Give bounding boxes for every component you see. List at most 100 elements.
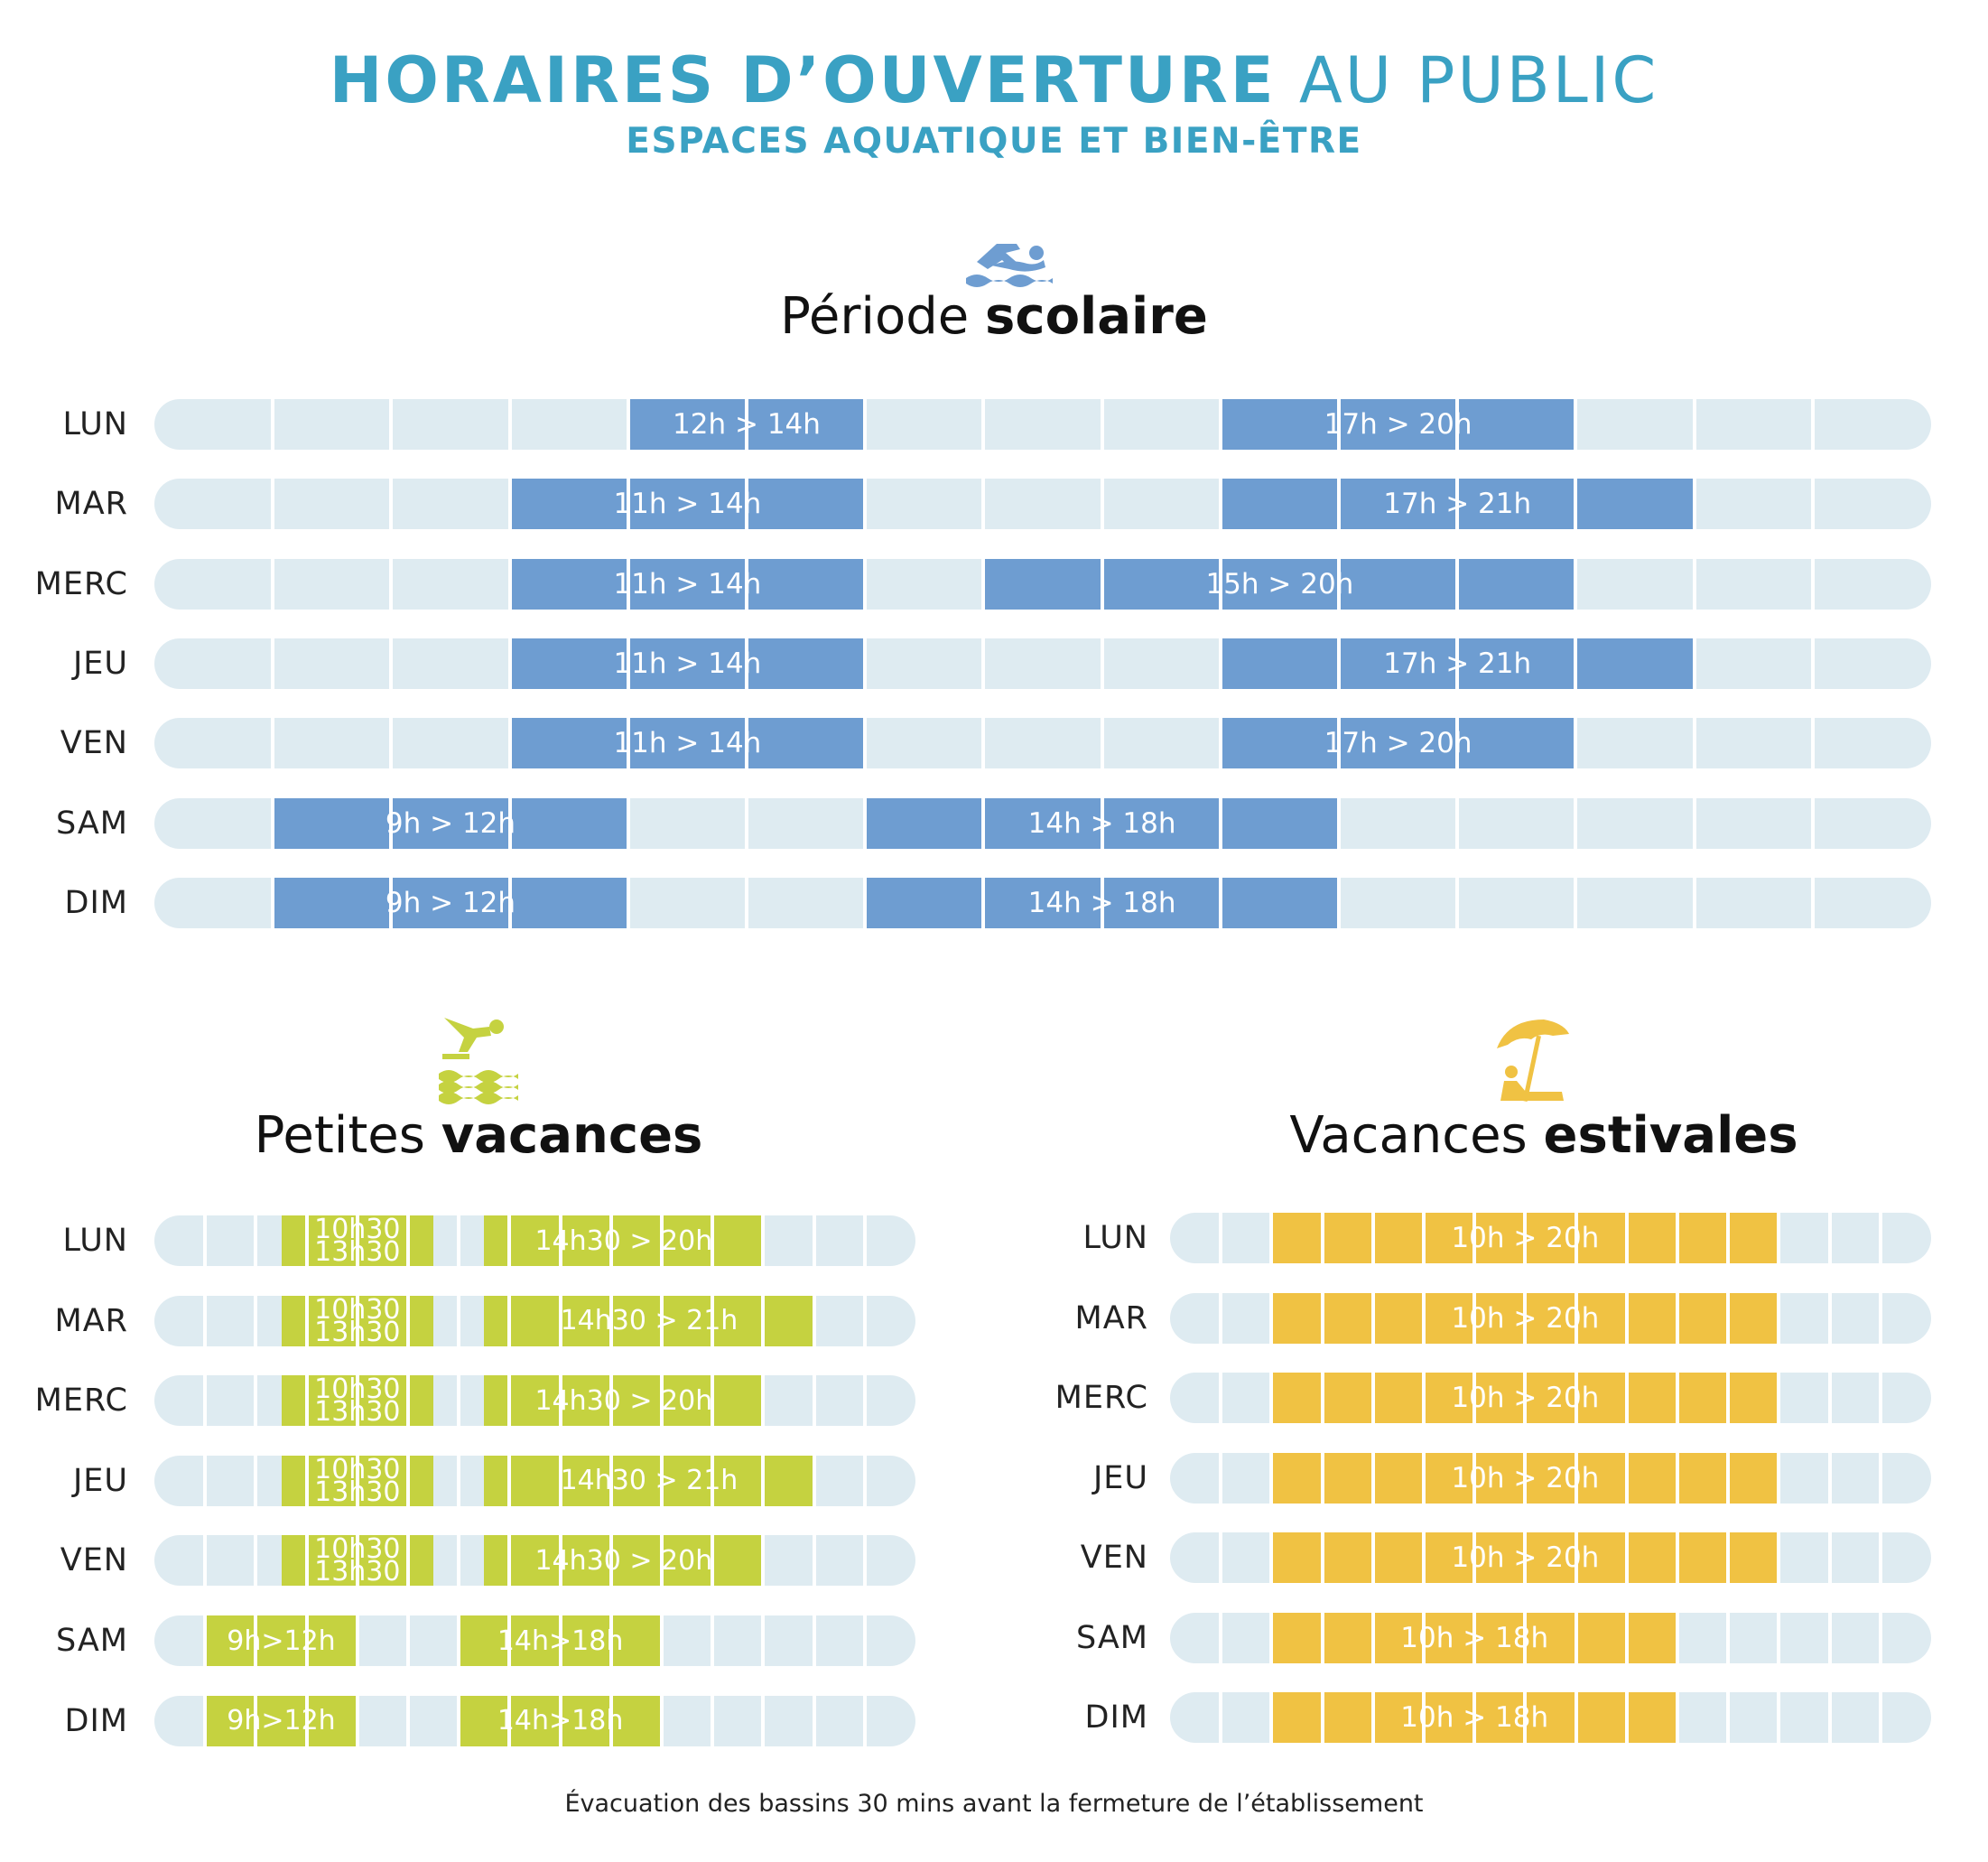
hour-divider <box>863 638 868 689</box>
hour-divider <box>406 1295 410 1346</box>
hour-divider <box>1574 479 1578 530</box>
hour-divider <box>812 1535 816 1587</box>
hour-divider <box>711 1375 715 1427</box>
hour-divider <box>558 1455 562 1506</box>
hour-divider <box>1624 1213 1629 1263</box>
hour-divider <box>507 638 512 689</box>
hour-divider <box>761 1215 766 1266</box>
hour-divider <box>660 1615 664 1666</box>
hour-divider <box>745 877 748 928</box>
hour-divider <box>761 1615 766 1666</box>
hour-divider <box>1777 1292 1781 1344</box>
hour-divider <box>862 1375 867 1427</box>
hour-divider <box>812 1375 816 1427</box>
hour-divider <box>507 1535 512 1587</box>
section-title-estivales: Vacances estivales <box>1289 1106 1798 1165</box>
hour-divider <box>271 479 275 530</box>
hour-divider <box>457 1375 461 1427</box>
footnote: Évacuation des bassins 30 mins avant la … <box>564 1790 1424 1818</box>
day-label-ven: VEN <box>60 1542 128 1579</box>
hour-divider <box>1810 638 1815 689</box>
hour-divider <box>745 638 748 689</box>
hour-divider <box>1422 1612 1426 1663</box>
hour-divider <box>271 877 275 928</box>
section-title-petites: Petites vacances <box>254 1106 703 1165</box>
hour-divider <box>558 1615 562 1666</box>
hour-divider <box>1320 1692 1324 1743</box>
hour-divider <box>1676 1213 1679 1263</box>
hour-divider <box>1810 797 1815 849</box>
hour-divider <box>745 797 748 849</box>
day-label-lun: LUN <box>62 406 128 442</box>
hour-divider <box>711 1615 715 1666</box>
hour-divider <box>507 479 512 530</box>
time-slot: 14h30 > 21h <box>484 1295 814 1346</box>
hour-divider <box>1472 1612 1477 1663</box>
hour-divider <box>457 1615 461 1666</box>
day-label-lun: LUN <box>62 1223 128 1259</box>
hour-divider <box>1218 558 1222 610</box>
hour-divider <box>1777 1612 1781 1663</box>
hour-divider <box>1692 558 1696 610</box>
day-track: 10h3013h3014h30 > 21h <box>154 1295 915 1346</box>
hour-divider <box>981 877 986 928</box>
hour-divider <box>711 1695 715 1746</box>
hour-divider <box>1218 399 1222 450</box>
hour-divider <box>389 877 394 928</box>
hour-divider <box>660 1695 664 1746</box>
hour-divider <box>626 797 630 849</box>
time-slot: 9h > 12h <box>273 877 628 928</box>
time-slot: 17h > 20h <box>1220 399 1576 450</box>
hour-divider <box>1219 1692 1223 1743</box>
hour-divider <box>254 1215 258 1266</box>
hour-divider <box>1777 1373 1781 1423</box>
hour-divider <box>1370 1373 1375 1423</box>
hour-divider <box>1218 479 1222 530</box>
hour-divider <box>1422 1452 1426 1504</box>
hour-divider <box>1219 1532 1223 1583</box>
hour-divider <box>711 1215 715 1266</box>
hour-divider <box>1218 797 1222 849</box>
hour-divider <box>1100 399 1104 450</box>
day-track: 11h > 14h 15h > 20h <box>154 558 1931 610</box>
hour-divider <box>1777 1692 1781 1743</box>
hour-divider <box>1320 1373 1324 1423</box>
day-label-sam: SAM <box>1075 1619 1148 1656</box>
hour-divider <box>981 479 986 530</box>
hour-divider <box>457 1295 461 1346</box>
time-slot: 11h > 14h <box>509 638 866 689</box>
hour-divider <box>355 1295 359 1346</box>
hour-divider <box>355 1615 359 1666</box>
hour-divider <box>1337 718 1341 769</box>
hour-divider <box>406 1695 410 1746</box>
hour-divider <box>507 877 512 928</box>
hour-divider <box>1269 1292 1274 1344</box>
hour-divider <box>1726 1532 1731 1583</box>
hour-divider <box>1472 1292 1477 1344</box>
hour-divider <box>1219 1213 1223 1263</box>
time-slot: 14h30 > 20h <box>484 1375 764 1427</box>
hour-divider <box>608 1695 613 1746</box>
hour-divider <box>558 1695 562 1746</box>
hour-divider <box>1455 638 1460 689</box>
hour-divider <box>660 1295 664 1346</box>
hour-divider <box>862 1215 867 1266</box>
hour-divider <box>558 1375 562 1427</box>
hour-divider <box>1878 1452 1882 1504</box>
title-light: AU PUBLIC <box>1298 43 1659 117</box>
day-track: 10h > 18h <box>1170 1612 1931 1663</box>
hour-divider <box>254 1375 258 1427</box>
hour-divider <box>457 1535 461 1587</box>
hour-divider <box>1624 1692 1629 1743</box>
hour-divider <box>1100 638 1104 689</box>
time-slot: 14h>18h <box>459 1615 662 1666</box>
hour-divider <box>660 1535 664 1587</box>
hour-divider <box>1574 797 1578 849</box>
hour-divider <box>626 399 630 450</box>
hour-divider <box>389 399 394 450</box>
hour-divider <box>1218 877 1222 928</box>
day-track: 10h3013h3014h30 > 20h <box>154 1535 915 1587</box>
time-slot: 14h30 > 20h <box>484 1535 764 1587</box>
